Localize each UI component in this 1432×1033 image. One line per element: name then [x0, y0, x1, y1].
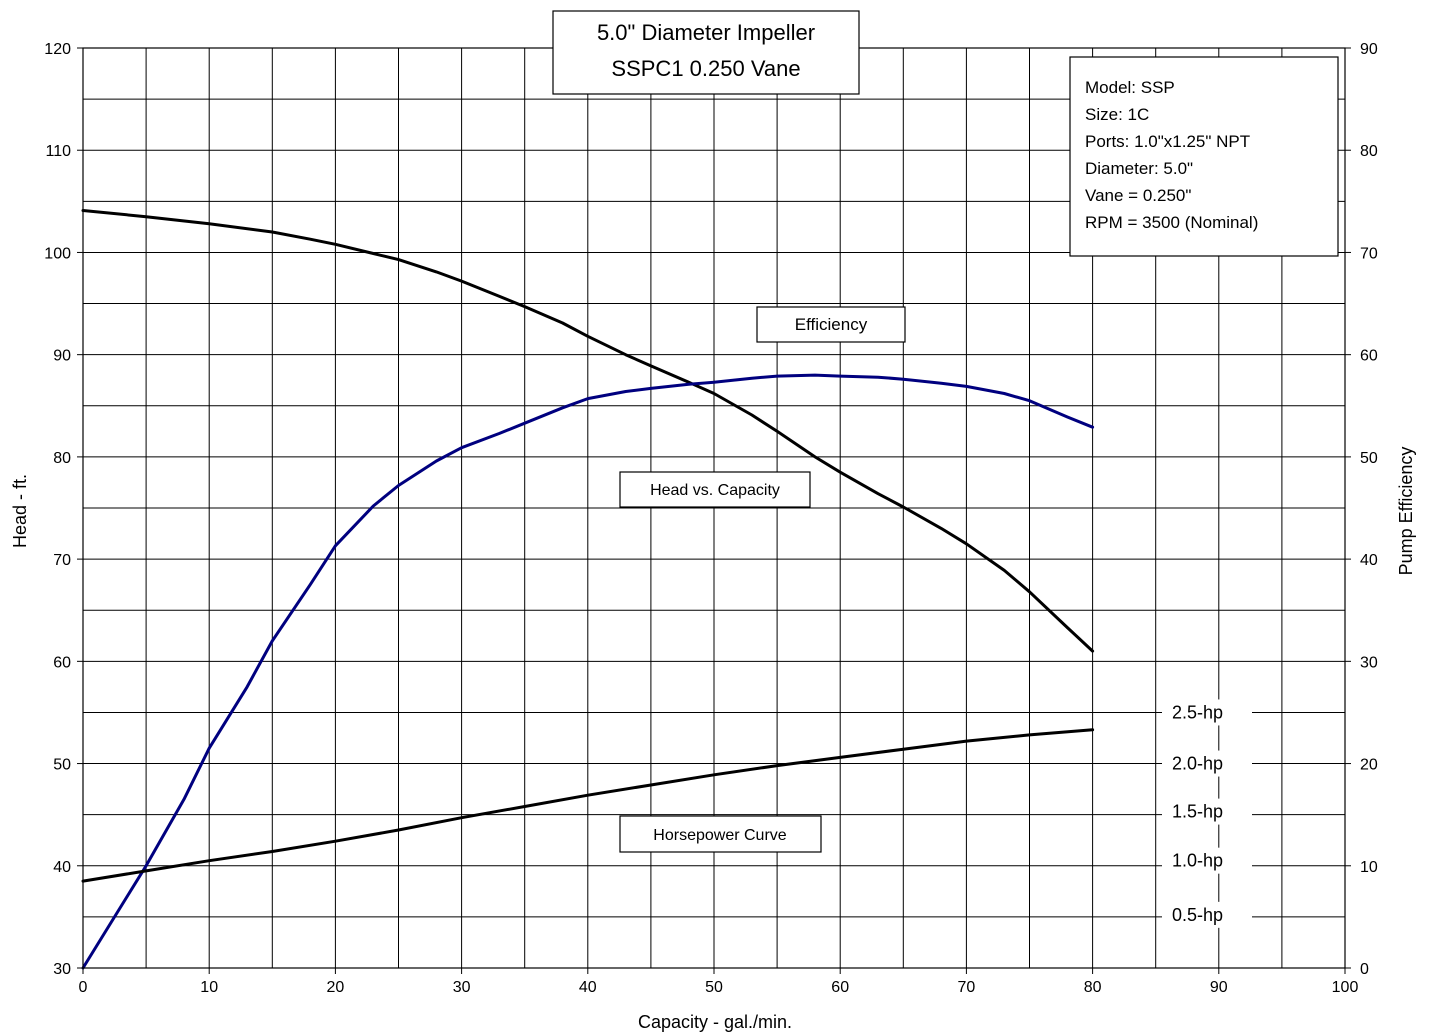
y2-tick-label: 40	[1360, 552, 1378, 569]
hp-label: 2.5-hp	[1172, 702, 1223, 722]
y-tick-label: 60	[53, 654, 71, 671]
y2-tick-label: 10	[1360, 859, 1378, 876]
y-tick-label: 120	[44, 41, 71, 58]
info-size: Size: 1C	[1085, 105, 1149, 124]
horsepower-curve	[81, 728, 1095, 883]
x-tick-label: 80	[1084, 979, 1102, 996]
head-label: Head vs. Capacity	[650, 482, 780, 499]
efficiency-curve	[81, 373, 1095, 970]
y2-tick-label: 30	[1360, 654, 1378, 671]
x-tick-label: 100	[1332, 979, 1359, 996]
efficiency-label-box: Efficiency	[756, 306, 906, 343]
info-diameter: Diameter: 5.0"	[1085, 159, 1193, 178]
horsepower-label: Horsepower Curve	[653, 827, 786, 844]
efficiency-label: Efficiency	[795, 315, 868, 334]
y2-tick-label: 80	[1360, 143, 1378, 160]
x-tick-label: 10	[200, 979, 218, 996]
info-ports: Ports: 1.0"x1.25" NPT	[1085, 132, 1250, 151]
y-tick-label: 100	[44, 245, 71, 262]
hp-label-bg	[1162, 798, 1252, 825]
hp-label: 2.0-hp	[1172, 754, 1223, 774]
info-vane: Vane = 0.250"	[1085, 186, 1191, 205]
chart-title-line-2: SSPC1 0.250 Vane	[611, 56, 800, 81]
hp-label-bg	[1162, 699, 1252, 726]
head-label-box: Head vs. Capacity	[619, 471, 811, 508]
y2-tick-label: 0	[1360, 961, 1369, 978]
series-layer	[81, 209, 1095, 970]
info-box: Model: SSP Size: 1C Ports: 1.0"x1.25" NP…	[1069, 56, 1339, 257]
y2-tick-label: 70	[1360, 245, 1378, 262]
y-tick-label: 90	[53, 348, 71, 365]
chart-title-line-1: 5.0" Diameter Impeller	[597, 20, 815, 45]
y2-tick-label: 20	[1360, 757, 1378, 774]
y2-axis-label: Pump Efficiency	[1396, 447, 1416, 576]
y-tick-label: 40	[53, 859, 71, 876]
y2-tick-label: 60	[1360, 348, 1378, 365]
horsepower-label-box: Horsepower Curve	[619, 815, 822, 853]
x-tick-label: 70	[958, 979, 976, 996]
y-tick-label: 70	[53, 552, 71, 569]
hp-label: 1.0-hp	[1172, 851, 1223, 871]
tick-labels: 0 10 20 30 40 50 60 70 80 90 100304050607080901001…	[44, 41, 1378, 996]
hp-label-bg	[1162, 750, 1252, 777]
info-model: Model: SSP	[1085, 78, 1175, 97]
info-rpm: RPM = 3500 (Nominal)	[1085, 213, 1258, 232]
y-tick-label: 50	[53, 757, 71, 774]
y2-tick-label: 50	[1360, 450, 1378, 467]
x-tick-label: 60	[831, 979, 849, 996]
x-tick-label: 0	[79, 979, 88, 996]
x-axis-label: Capacity - gal./min.	[638, 1012, 792, 1032]
x-tick-label: 90	[1210, 979, 1228, 996]
y-tick-label: 110	[45, 143, 71, 160]
hp-label: 1.5-hp	[1172, 802, 1223, 822]
head-curve	[81, 209, 1095, 653]
hp-label-bg	[1162, 847, 1252, 874]
x-tick-label: 20	[327, 979, 345, 996]
y-axis-label: Head - ft.	[10, 474, 30, 548]
hp-label-bg	[1162, 901, 1252, 928]
x-tick-label: 40	[579, 979, 597, 996]
y-tick-label: 80	[53, 450, 71, 467]
x-tick-label: 30	[453, 979, 471, 996]
x-tick-label: 50	[705, 979, 723, 996]
hp-label: 0.5-hp	[1172, 905, 1223, 925]
hp-labels: 2.5-hp 2.0-hp 1.5-hp 1.0-hp 0.5-hp	[1162, 699, 1252, 928]
y-tick-label: 30	[53, 961, 71, 978]
y2-tick-label: 90	[1360, 41, 1378, 58]
title-box: 5.0" Diameter Impeller SSPC1 0.250 Vane	[552, 10, 860, 95]
